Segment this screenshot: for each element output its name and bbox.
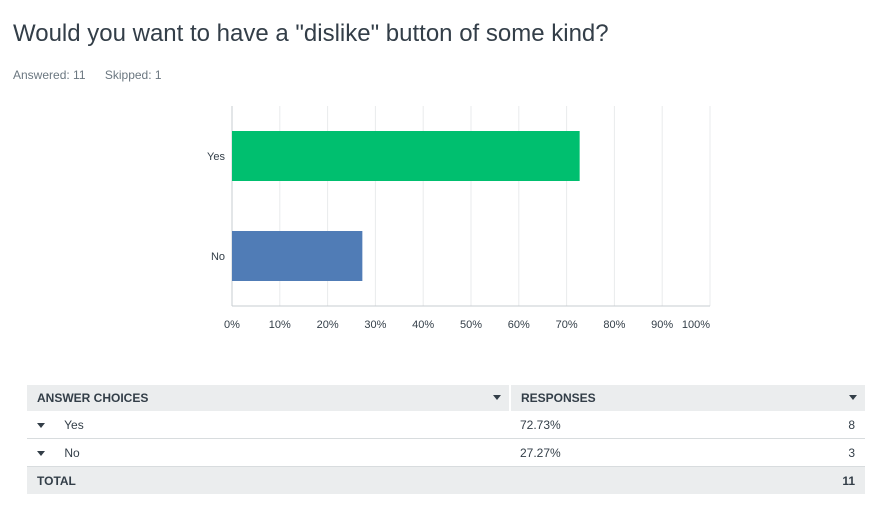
question-title: Would you want to have a "dislike" butto… bbox=[13, 20, 609, 47]
x-tick-label: 60% bbox=[508, 319, 530, 331]
x-tick-label: 100% bbox=[682, 319, 710, 331]
x-tick-label: 20% bbox=[317, 319, 339, 331]
x-tick-label: 0% bbox=[224, 319, 240, 331]
expand-caret-icon[interactable] bbox=[37, 422, 45, 428]
answered-count: Answered: 11 bbox=[13, 68, 86, 82]
x-tick-label: 90% bbox=[651, 319, 673, 331]
responses-header-label: RESPONSES bbox=[521, 391, 596, 405]
total-label: TOTAL bbox=[27, 466, 510, 494]
table-header-row: ANSWER CHOICES RESPONSES bbox=[27, 385, 865, 411]
sort-arrow-icon[interactable] bbox=[493, 395, 501, 400]
response-count: 3 bbox=[740, 438, 865, 467]
answer-choice-cell: Yes bbox=[27, 411, 510, 439]
response-stats: Answered: 11 Skipped: 1 bbox=[13, 68, 178, 82]
category-label: No bbox=[211, 251, 225, 263]
answer-choice-cell: No bbox=[27, 438, 510, 467]
expand-caret-icon[interactable] bbox=[37, 450, 45, 456]
response-percent: 27.27% bbox=[510, 438, 741, 467]
bar-no bbox=[232, 231, 363, 281]
answer-choices-header-label: ANSWER CHOICES bbox=[37, 391, 149, 405]
responses-header[interactable]: RESPONSES bbox=[509, 385, 865, 411]
x-tick-label: 30% bbox=[364, 319, 386, 331]
bar-chart: 0% 10% 20% 30% 40% 50% 60% 70% 80% 90% 100% Yes No bbox=[207, 106, 711, 331]
x-tick-label: 70% bbox=[556, 319, 578, 331]
response-percent: 72.73% bbox=[510, 411, 741, 439]
answer-choice-label: Yes bbox=[64, 417, 84, 432]
x-tick-label: 80% bbox=[603, 319, 625, 331]
response-count: 8 bbox=[740, 411, 865, 439]
table-row: No 27.27% 3 bbox=[27, 438, 865, 467]
skipped-count: Skipped: 1 bbox=[104, 68, 162, 82]
x-tick-label: 50% bbox=[460, 319, 482, 331]
answer-choice-label: No bbox=[64, 445, 80, 460]
x-tick-label: 10% bbox=[269, 319, 291, 331]
total-spacer bbox=[510, 466, 741, 494]
answer-summary-table: ANSWER CHOICES RESPONSES Yes 72.73% 8 No… bbox=[27, 385, 865, 494]
bar-yes bbox=[232, 131, 580, 181]
table-row: Yes 72.73% 8 bbox=[27, 411, 865, 439]
x-tick-label: 40% bbox=[412, 319, 434, 331]
total-row: TOTAL 11 bbox=[27, 466, 865, 494]
category-label: Yes bbox=[207, 151, 225, 163]
answer-choices-header[interactable]: ANSWER CHOICES bbox=[27, 385, 510, 411]
sort-arrow-icon[interactable] bbox=[849, 395, 857, 400]
total-count: 11 bbox=[740, 466, 865, 494]
